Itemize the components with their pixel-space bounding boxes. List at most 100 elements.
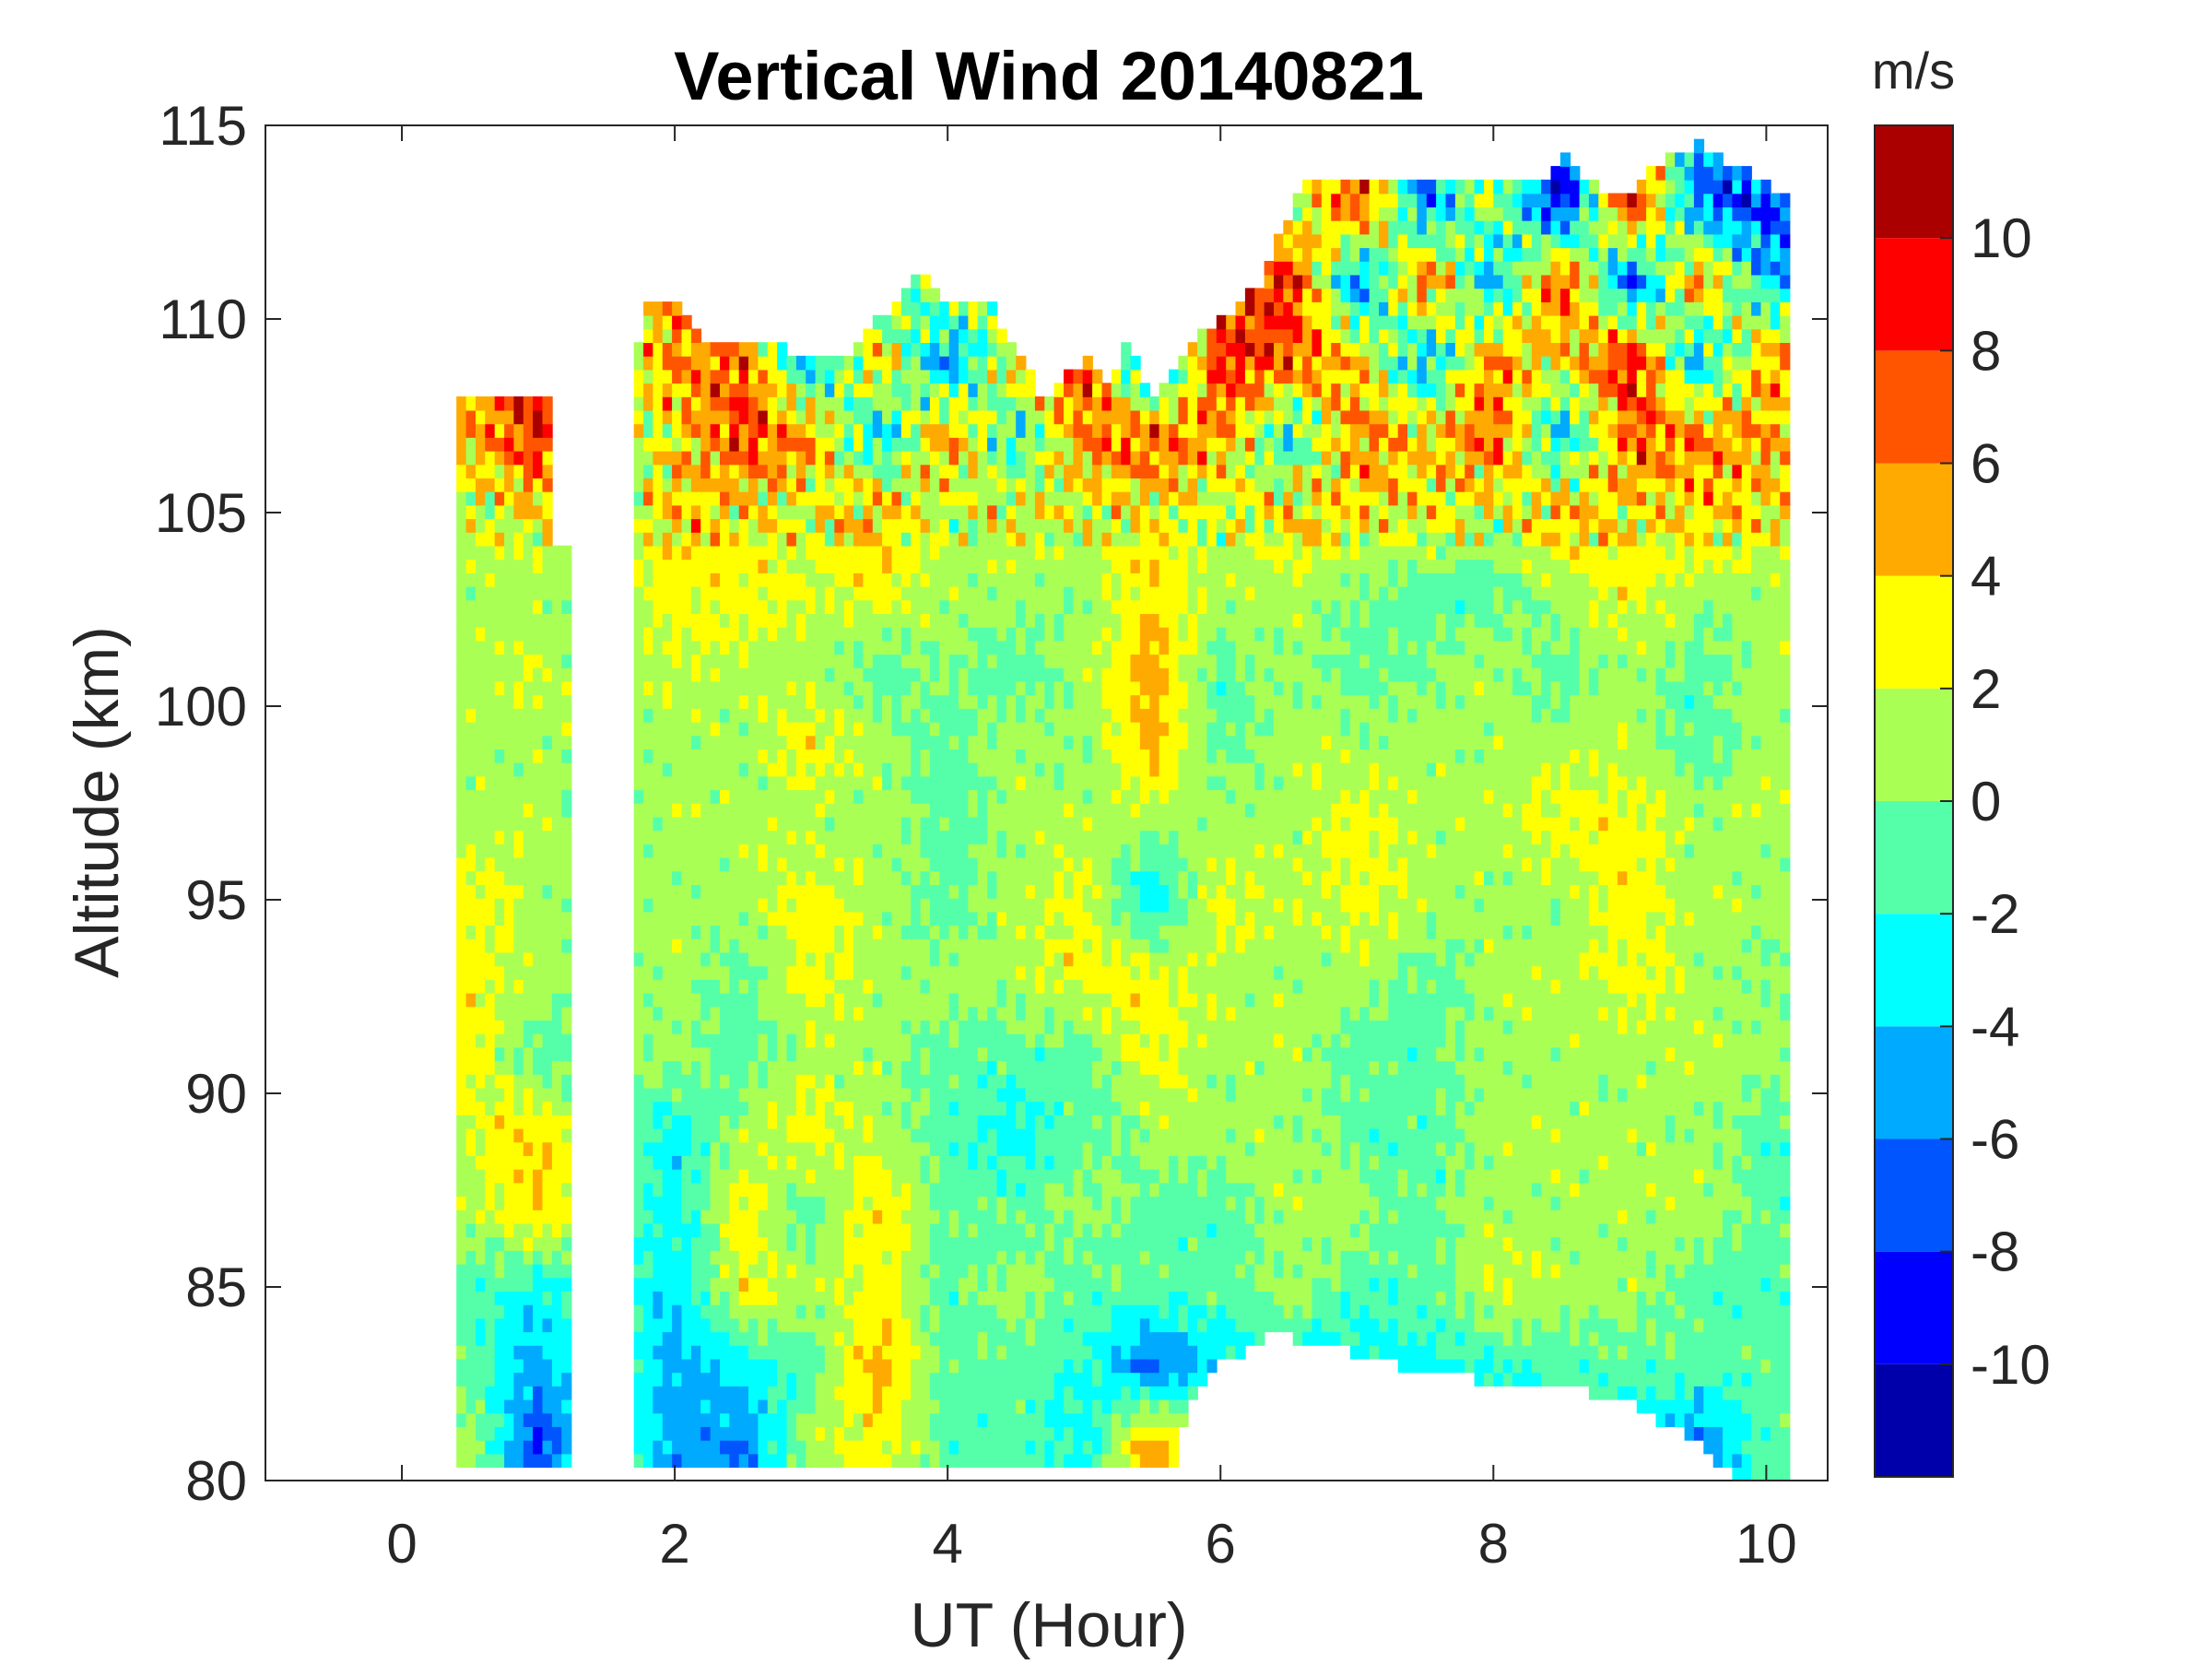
contour-cell — [710, 1263, 721, 1279]
contour-cell — [504, 478, 515, 492]
contour-cell — [948, 1141, 959, 1156]
contour-cell — [786, 1060, 797, 1075]
contour-cell — [1025, 938, 1036, 953]
contour-cell — [542, 613, 553, 628]
contour-cell — [633, 626, 644, 642]
contour-cell — [1082, 383, 1093, 397]
contour-cell — [1025, 897, 1036, 913]
contour-cell — [863, 1155, 874, 1170]
contour-cell — [1044, 464, 1055, 478]
contour-cell — [911, 1196, 922, 1210]
contour-cell — [977, 1222, 988, 1238]
contour-cell — [843, 1222, 854, 1238]
contour-cell — [1016, 409, 1027, 425]
contour-cell — [959, 735, 970, 749]
contour-cell — [1025, 490, 1036, 506]
contour-cell — [653, 626, 664, 642]
contour-cell — [834, 478, 845, 492]
contour-cell — [456, 992, 467, 1008]
contour-cell — [1064, 1196, 1075, 1210]
contour-cell — [996, 951, 1007, 967]
contour-cell — [891, 1372, 902, 1387]
contour-cell — [853, 640, 865, 655]
contour-cell — [542, 667, 553, 682]
contour-cell — [911, 979, 922, 994]
contour-cell — [690, 1222, 702, 1238]
contour-cell — [690, 965, 702, 980]
contour-cell — [542, 1236, 553, 1251]
contour-cell — [1006, 1317, 1017, 1333]
contour-cell — [843, 1127, 854, 1143]
contour-cell — [806, 654, 817, 668]
contour-cell — [911, 992, 922, 1008]
contour-cell — [1044, 979, 1055, 994]
contour-cell — [1034, 1439, 1046, 1455]
contour-cell — [1016, 694, 1027, 709]
contour-cell — [786, 844, 797, 858]
contour-cell — [853, 856, 865, 872]
contour-cell — [806, 369, 817, 384]
contour-cell — [1016, 789, 1027, 804]
contour-cell — [1064, 1141, 1075, 1156]
contour-cell — [1016, 749, 1027, 763]
contour-cell — [561, 816, 572, 832]
contour-cell — [1006, 559, 1017, 573]
contour-cell — [777, 1263, 788, 1279]
contour-cell — [533, 1101, 544, 1115]
contour-cell — [872, 1277, 883, 1292]
contour-cell — [738, 897, 749, 913]
contour-cell — [891, 775, 902, 791]
contour-cell — [465, 640, 477, 655]
contour-cell — [767, 965, 778, 980]
contour-cell — [533, 803, 544, 818]
contour-cell — [872, 789, 883, 804]
contour-cell — [681, 749, 692, 763]
contour-cell — [786, 992, 797, 1008]
contour-cell — [681, 721, 692, 737]
contour-cell — [662, 1222, 673, 1238]
contour-cell — [729, 1317, 740, 1333]
contour-cell — [872, 1115, 883, 1129]
contour-cell — [633, 1291, 644, 1305]
contour-cell — [777, 694, 788, 709]
contour-cell — [720, 383, 731, 397]
contour-cell — [806, 1453, 817, 1469]
contour-cell — [690, 626, 702, 642]
contour-cell — [690, 884, 702, 899]
contour-cell — [882, 613, 893, 628]
contour-cell — [758, 667, 769, 682]
contour-cell — [834, 761, 845, 777]
contour-cell — [806, 680, 817, 696]
contour-cell — [1016, 965, 1027, 980]
contour-cell — [476, 925, 487, 939]
contour-cell — [662, 1263, 673, 1279]
contour-cell — [1082, 667, 1093, 682]
contour-cell — [710, 830, 721, 844]
contour-cell — [824, 925, 836, 939]
contour-cell — [494, 450, 505, 466]
contour-cell — [513, 599, 524, 614]
contour-cell — [513, 504, 524, 520]
contour-cell — [1053, 626, 1065, 642]
contour-cell — [767, 749, 778, 763]
contour-cell — [1092, 1046, 1103, 1062]
contour-cell — [853, 761, 865, 777]
contour-cell — [824, 409, 836, 425]
contour-cell — [653, 1006, 664, 1021]
contour-cell — [806, 572, 817, 587]
contour-cell — [891, 1182, 902, 1198]
contour-cell — [1082, 1020, 1093, 1034]
contour-cell — [710, 761, 721, 777]
contour-cell — [542, 761, 553, 777]
contour-cell — [729, 925, 740, 939]
contour-cell — [720, 1033, 731, 1048]
contour-cell — [863, 1210, 874, 1224]
contour-cell — [767, 979, 778, 994]
contour-cell — [523, 1331, 534, 1346]
contour-cell — [968, 816, 979, 832]
contour-cell — [786, 1182, 797, 1198]
contour-cell — [987, 545, 998, 561]
contour-cell — [977, 478, 988, 492]
contour-cell — [1053, 559, 1065, 573]
contour-cell — [476, 694, 487, 709]
